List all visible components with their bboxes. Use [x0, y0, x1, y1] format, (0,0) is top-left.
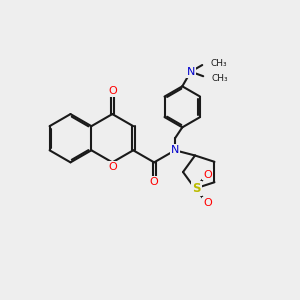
Text: O: O	[108, 162, 117, 172]
Text: O: O	[203, 198, 212, 208]
Text: O: O	[108, 86, 117, 96]
Text: CH₃: CH₃	[212, 74, 228, 83]
Text: O: O	[150, 177, 158, 187]
Text: S: S	[192, 182, 201, 195]
Text: CH₃: CH₃	[211, 59, 227, 68]
Text: O: O	[203, 169, 212, 179]
Text: N: N	[187, 67, 195, 77]
Text: N: N	[171, 145, 179, 155]
